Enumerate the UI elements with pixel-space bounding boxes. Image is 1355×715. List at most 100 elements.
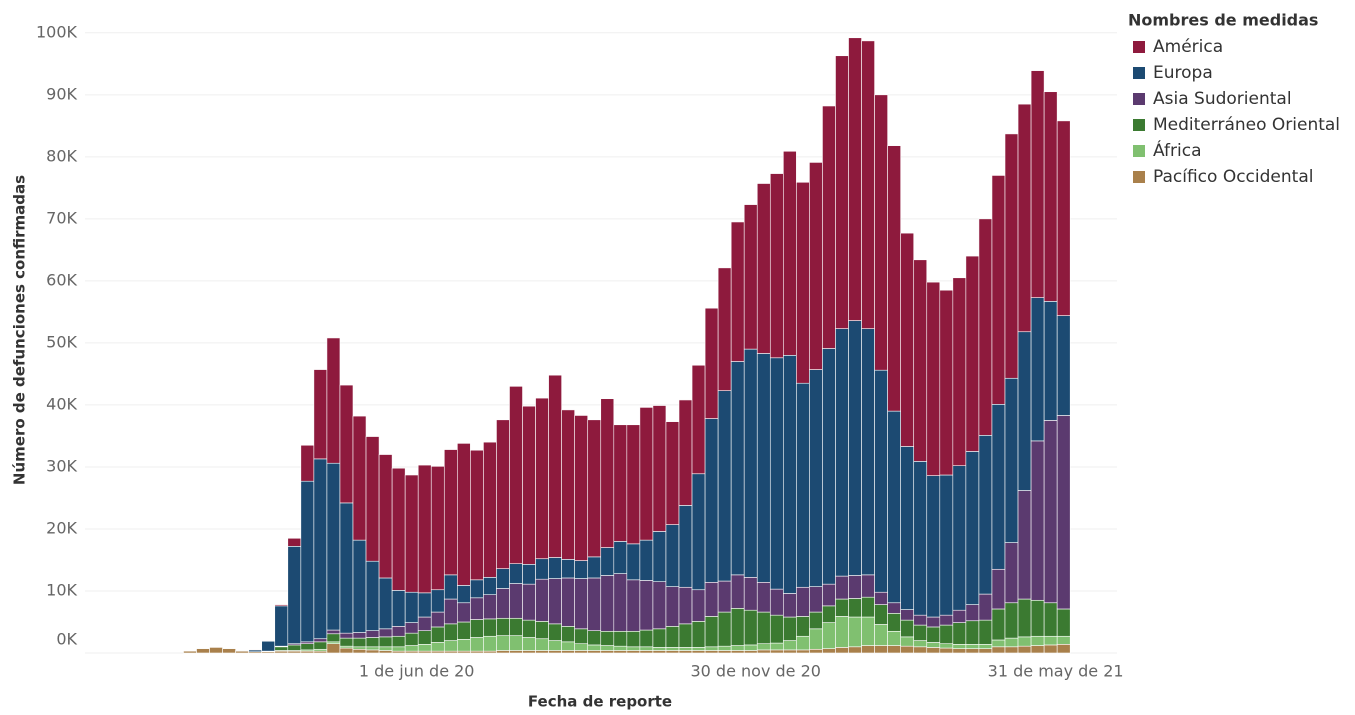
bar-segment xyxy=(339,637,354,647)
bar-segment xyxy=(417,616,432,631)
bar-segment xyxy=(391,467,406,591)
bar-segment xyxy=(274,604,289,607)
bar-segment xyxy=(483,441,497,578)
bar-segment xyxy=(678,586,693,625)
bar-segment xyxy=(809,162,823,370)
bar-segment xyxy=(926,647,941,654)
bar-segment xyxy=(756,643,771,651)
bar-segment xyxy=(704,616,719,648)
bar-segment xyxy=(339,384,354,504)
bar-segment xyxy=(978,644,993,649)
bar-segment xyxy=(1056,415,1071,610)
bar-segment xyxy=(561,577,575,627)
bar-segment xyxy=(561,650,575,654)
bar-segment xyxy=(1017,645,1032,654)
bar-segment xyxy=(1004,602,1019,639)
bar-segment xyxy=(809,648,823,654)
y-tick-label: 0K xyxy=(56,630,77,649)
bar-segment xyxy=(848,646,862,654)
bar-segment xyxy=(769,357,784,590)
bar-segment xyxy=(848,37,862,321)
bar-segment xyxy=(378,628,393,638)
bar-segment xyxy=(913,646,928,654)
bar-segment xyxy=(378,577,393,630)
bar-segment xyxy=(796,635,810,651)
bar-segment xyxy=(900,619,915,638)
bar-segment xyxy=(691,589,706,622)
bar-segment xyxy=(1017,331,1032,491)
bar-segment xyxy=(769,173,784,359)
bar-segment xyxy=(926,616,941,628)
bar-segment xyxy=(796,649,810,654)
bar-segment xyxy=(457,602,471,623)
bar-segment xyxy=(887,645,901,654)
bar-segment xyxy=(313,641,328,650)
bar-segment xyxy=(509,563,523,584)
legend-label: Asia Sudoriental xyxy=(1153,89,1292,109)
bar-segment xyxy=(1056,608,1071,637)
y-tick-label: 70K xyxy=(46,208,77,227)
bar-segment xyxy=(783,649,797,654)
bar-segment xyxy=(848,598,862,618)
bar-segment xyxy=(822,583,836,607)
bar-segment xyxy=(652,647,667,651)
legend-label: África xyxy=(1153,139,1202,161)
bar-segment xyxy=(613,650,628,654)
bar-segment xyxy=(483,577,497,596)
bar-segment xyxy=(783,640,797,651)
bar-segment xyxy=(704,650,719,654)
bar-segment xyxy=(743,609,758,646)
bar-segment xyxy=(965,255,980,452)
bar-segment xyxy=(496,588,510,619)
bar-segment xyxy=(574,560,589,579)
bar-segment xyxy=(991,639,1006,648)
bar-segment xyxy=(352,646,367,650)
bar-segment xyxy=(874,645,888,654)
y-tick-label: 50K xyxy=(46,332,77,351)
bar-segment xyxy=(326,462,341,631)
bar-segment xyxy=(887,613,901,632)
bar-segment xyxy=(835,55,849,329)
bar-segment xyxy=(404,474,419,593)
bar-segment xyxy=(913,461,928,616)
bar-segment xyxy=(300,444,315,482)
x-tick-label: 1 de jun de 20 xyxy=(359,662,475,681)
bar-segment xyxy=(404,645,419,652)
bar-segment xyxy=(626,543,641,581)
bar-segment xyxy=(874,591,888,605)
bar-segment xyxy=(835,328,849,577)
bar-segment xyxy=(1030,599,1045,637)
bar-segment xyxy=(600,398,615,548)
bar-segment xyxy=(913,614,928,626)
bar-segment xyxy=(665,586,680,627)
bar-segment xyxy=(1017,103,1032,333)
bar-segment xyxy=(939,647,954,654)
bar-segment xyxy=(652,581,667,630)
bar-segment xyxy=(443,449,458,576)
bar-segment xyxy=(848,616,862,648)
bar-segment xyxy=(652,650,667,654)
bar-segment xyxy=(900,645,915,654)
bar-segment xyxy=(365,436,380,562)
bar-segment xyxy=(378,646,393,651)
bar-segment xyxy=(483,618,497,637)
bar-segment xyxy=(809,586,823,613)
bar-segment xyxy=(430,589,445,613)
bar-segment xyxy=(365,630,380,638)
bar-segment xyxy=(470,597,484,620)
bar-segment xyxy=(1030,645,1045,654)
bar-segment xyxy=(483,635,497,652)
bar-segment xyxy=(443,598,458,625)
bar-segment xyxy=(378,636,393,648)
bar-segment xyxy=(900,232,915,447)
bar-segment xyxy=(769,649,784,654)
bar-segment xyxy=(1056,120,1071,316)
bar-segment xyxy=(756,649,771,654)
bar-segment xyxy=(339,502,354,634)
bar-segment xyxy=(417,464,432,594)
bar-segment xyxy=(965,451,980,605)
bar-segment xyxy=(835,598,849,617)
bar-segment xyxy=(548,374,562,558)
bar-segment xyxy=(678,647,693,651)
bar-segment xyxy=(1030,70,1045,298)
